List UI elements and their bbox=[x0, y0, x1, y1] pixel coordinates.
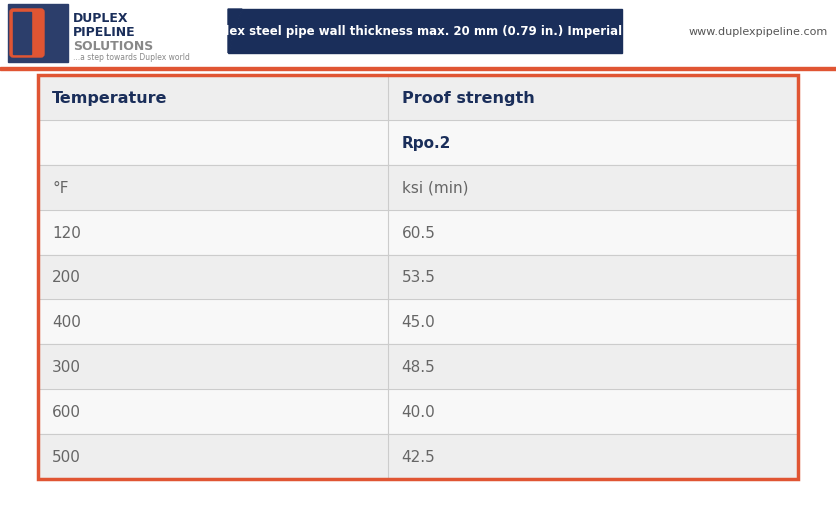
Text: DUPLEX: DUPLEX bbox=[73, 12, 129, 24]
Text: ...a step towards Duplex world: ...a step towards Duplex world bbox=[73, 52, 190, 62]
Bar bbox=[13, 13, 31, 55]
Bar bbox=[38, 345, 798, 389]
Text: Rpo.2: Rpo.2 bbox=[401, 135, 451, 151]
Text: www.duplexpipeline.com: www.duplexpipeline.com bbox=[689, 27, 828, 37]
Polygon shape bbox=[228, 10, 622, 54]
Text: 500: 500 bbox=[52, 449, 81, 464]
Text: 48.5: 48.5 bbox=[401, 359, 436, 375]
FancyBboxPatch shape bbox=[10, 10, 44, 58]
Text: 120: 120 bbox=[52, 225, 81, 240]
Bar bbox=[38, 300, 798, 345]
Bar bbox=[0, 68, 836, 71]
Text: Duplex steel pipe wall thickness max. 20 mm (0.79 in.) Imperial units: Duplex steel pipe wall thickness max. 20… bbox=[199, 25, 660, 38]
Text: 45.0: 45.0 bbox=[401, 315, 436, 330]
Text: Proof strength: Proof strength bbox=[401, 91, 534, 106]
Text: 60.5: 60.5 bbox=[401, 225, 436, 240]
Text: SOLUTIONS: SOLUTIONS bbox=[73, 39, 153, 52]
Text: 200: 200 bbox=[52, 270, 81, 285]
Bar bbox=[38, 76, 798, 479]
Bar bbox=[38, 255, 798, 300]
Text: PIPELINE: PIPELINE bbox=[73, 25, 135, 38]
Text: 42.5: 42.5 bbox=[401, 449, 436, 464]
Bar bbox=[38, 165, 798, 210]
Text: 300: 300 bbox=[52, 359, 81, 375]
Text: 53.5: 53.5 bbox=[401, 270, 436, 285]
Bar bbox=[38, 76, 798, 121]
Text: °F: °F bbox=[52, 180, 69, 195]
Text: Temperature: Temperature bbox=[52, 91, 167, 106]
Bar bbox=[8, 5, 68, 63]
Text: 600: 600 bbox=[52, 404, 81, 419]
Text: 400: 400 bbox=[52, 315, 81, 330]
Bar bbox=[38, 210, 798, 255]
Bar bbox=[38, 121, 798, 165]
Text: 40.0: 40.0 bbox=[401, 404, 436, 419]
Polygon shape bbox=[228, 10, 242, 54]
Bar bbox=[38, 434, 798, 479]
Bar bbox=[38, 389, 798, 434]
Text: ksi (min): ksi (min) bbox=[401, 180, 468, 195]
